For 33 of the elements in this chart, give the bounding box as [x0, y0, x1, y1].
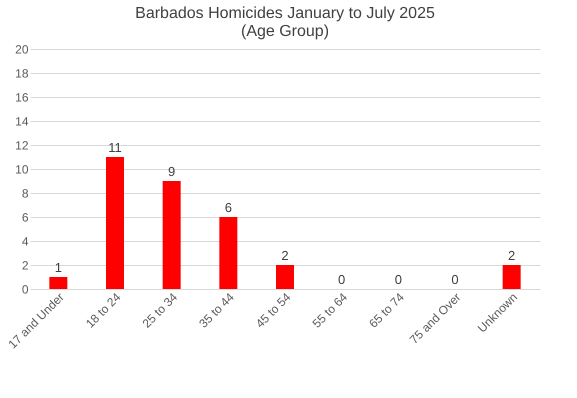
data-label: 0 — [451, 272, 459, 287]
x-tick-label: 35 to 44 — [196, 290, 238, 331]
bar — [502, 265, 521, 289]
data-label: 6 — [224, 200, 232, 215]
data-label: 9 — [168, 164, 176, 179]
chart-title: Barbados Homicides January to July 2025 (Age Group) — [135, 5, 435, 40]
y-tick-label: 20 — [15, 42, 29, 56]
y-tick-label: 10 — [15, 162, 29, 176]
x-tick-label: 65 to 74 — [366, 290, 408, 331]
y-tick-label: 18 — [15, 66, 29, 80]
data-label: 2 — [281, 248, 289, 263]
x-tick-label: 45 to 54 — [252, 290, 294, 331]
bar — [219, 217, 238, 289]
data-label: 2 — [508, 248, 516, 263]
x-tick-label: 18 to 24 — [82, 290, 124, 331]
y-tick-label: 12 — [15, 138, 29, 152]
y-tick-label: 2 — [22, 258, 29, 272]
bar — [162, 181, 181, 289]
data-label: 0 — [338, 272, 346, 287]
y-tick-label: 6 — [22, 210, 29, 224]
y-tick-label: 0 — [22, 282, 29, 296]
y-tick-label: 14 — [15, 114, 29, 128]
bar — [276, 265, 294, 289]
y-tick-label: 16 — [15, 90, 29, 104]
y-tick-label: 8 — [22, 186, 29, 200]
bar — [106, 157, 124, 289]
y-tick-label: 4 — [22, 234, 29, 248]
data-label: 1 — [54, 260, 62, 275]
data-label: 11 — [108, 140, 122, 155]
data-label: 0 — [394, 272, 402, 287]
x-tick-label: 25 to 34 — [140, 290, 180, 331]
bar — [49, 277, 68, 289]
x-tick-label: 55 to 64 — [310, 290, 350, 331]
